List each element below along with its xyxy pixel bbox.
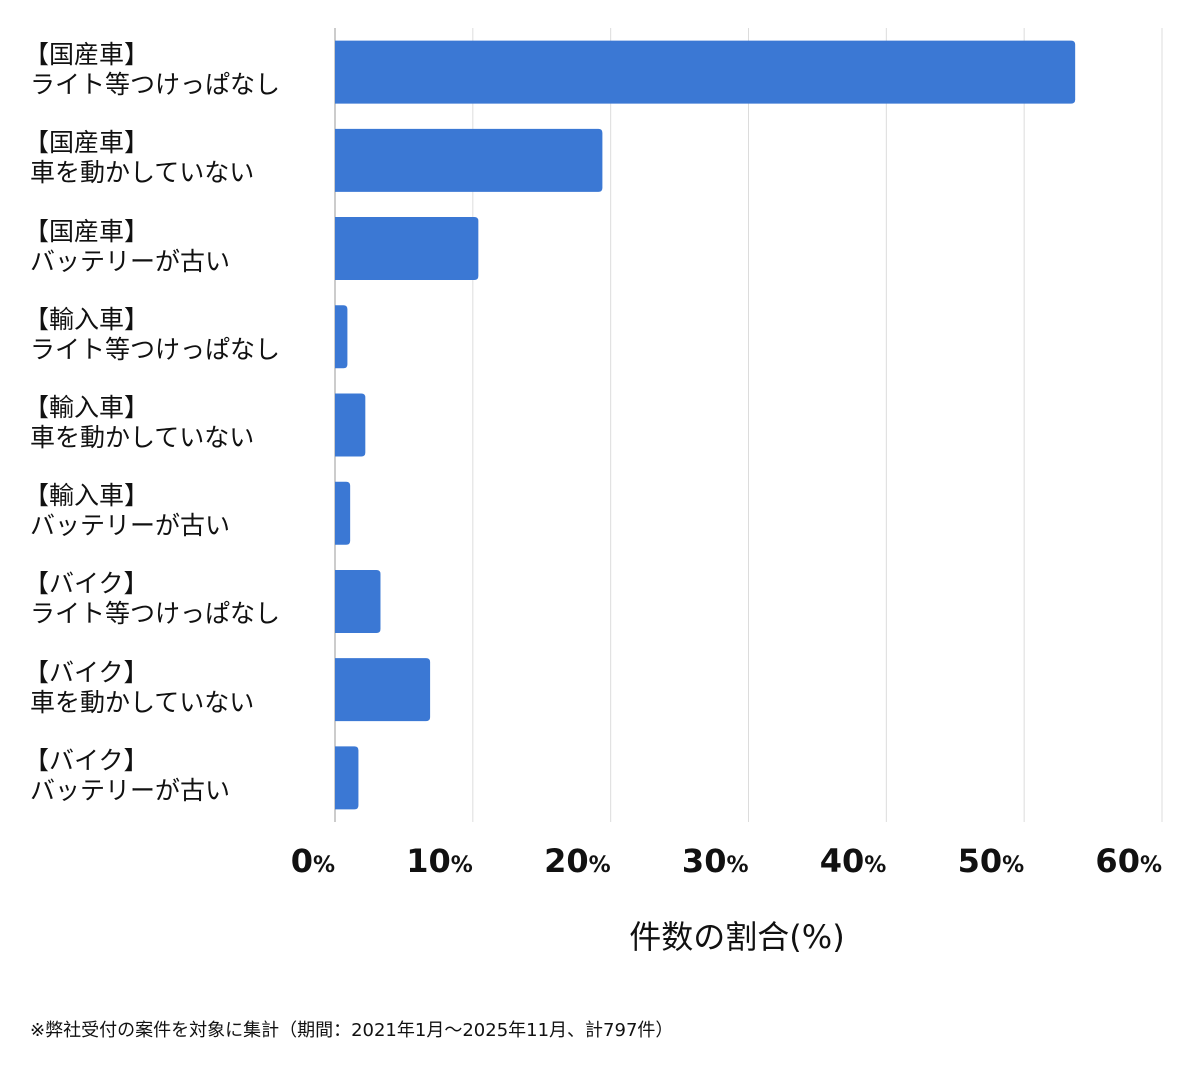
- tick-unit: %: [726, 853, 749, 878]
- x-axis-title: 件数の割合(%): [629, 918, 845, 956]
- category-label: 【輸入車】 ライト等つけっぱなし: [24, 305, 281, 365]
- tick-number: 50: [957, 842, 1003, 880]
- bar: [335, 658, 431, 722]
- category-name: ライト等つけっぱなし: [30, 599, 281, 629]
- bar: [335, 569, 381, 633]
- x-tick-label: 10%: [406, 842, 473, 880]
- bar: [335, 305, 348, 369]
- x-tick-label: 50%: [958, 842, 1025, 880]
- category-group: 【輸入車】: [24, 304, 150, 334]
- category-label: 【国産車】 ライト等つけっぱなし: [24, 40, 281, 100]
- bar: [335, 128, 603, 192]
- category-group: 【輸入車】: [24, 393, 150, 422]
- category-group: 【国産車】: [24, 216, 150, 246]
- category-label: 【バイク】 車を動かしていない: [24, 658, 255, 718]
- category-name: 車を動かしていない: [30, 158, 255, 188]
- category-group: 【輸入車】: [24, 481, 150, 511]
- category-label: 【輸入車】 バッテリーが古い: [24, 481, 231, 541]
- category-group: 【国産車】: [24, 40, 150, 70]
- category-label: 【国産車】 車を動かしていない: [24, 128, 255, 188]
- tick-number: 0: [290, 842, 313, 880]
- tick-number: 30: [681, 842, 727, 880]
- category-name: バッテリーが古い: [30, 775, 231, 805]
- tick-unit: %: [864, 853, 887, 878]
- tick-unit: %: [450, 853, 473, 878]
- x-tick-label: 0%: [291, 842, 335, 880]
- bar: [335, 393, 366, 457]
- category-group: 【国産車】: [24, 128, 150, 158]
- x-tick-label: 60%: [1095, 842, 1162, 880]
- category-group: 【バイク】: [24, 745, 149, 775]
- category-name: バッテリーが古い: [30, 511, 231, 541]
- category-label: 【バイク】 バッテリーが古い: [24, 746, 231, 806]
- footnote: ※弊社受付の案件を対象に集計（期間：2021年1月〜2025年11月、計797件…: [30, 1020, 674, 1041]
- category-name: バッテリーが古い: [30, 246, 231, 276]
- category-label: 【国産車】 バッテリーが古い: [24, 217, 231, 277]
- bar: [335, 746, 359, 810]
- category-group: 【バイク】: [24, 569, 149, 599]
- tick-unit: %: [1139, 853, 1162, 878]
- category-name: 車を動かしていない: [30, 423, 255, 452]
- x-tick-label: 20%: [544, 842, 611, 880]
- tick-unit: %: [588, 853, 611, 878]
- category-label: 【バイク】 ライト等つけっぱなし: [24, 569, 281, 629]
- x-tick-label: 40%: [820, 842, 887, 880]
- tick-number: 40: [819, 842, 865, 880]
- tick-number: 60: [1095, 842, 1140, 880]
- tick-number: 20: [544, 842, 589, 880]
- x-tick-label: 30%: [682, 842, 749, 880]
- tick-unit: %: [312, 853, 335, 878]
- category-name: 車を動かしていない: [30, 687, 255, 717]
- category-label: 【輸入車】 車を動かしていない: [24, 393, 255, 453]
- category-name: ライト等つけっぱなし: [30, 70, 281, 100]
- category-group: 【バイク】: [24, 657, 149, 687]
- tick-unit: %: [1002, 853, 1025, 878]
- bar: [335, 481, 351, 545]
- bar: [335, 40, 1076, 104]
- category-name: ライト等つけっぱなし: [30, 334, 281, 364]
- tick-number: 10: [406, 842, 451, 880]
- bar: [335, 217, 479, 281]
